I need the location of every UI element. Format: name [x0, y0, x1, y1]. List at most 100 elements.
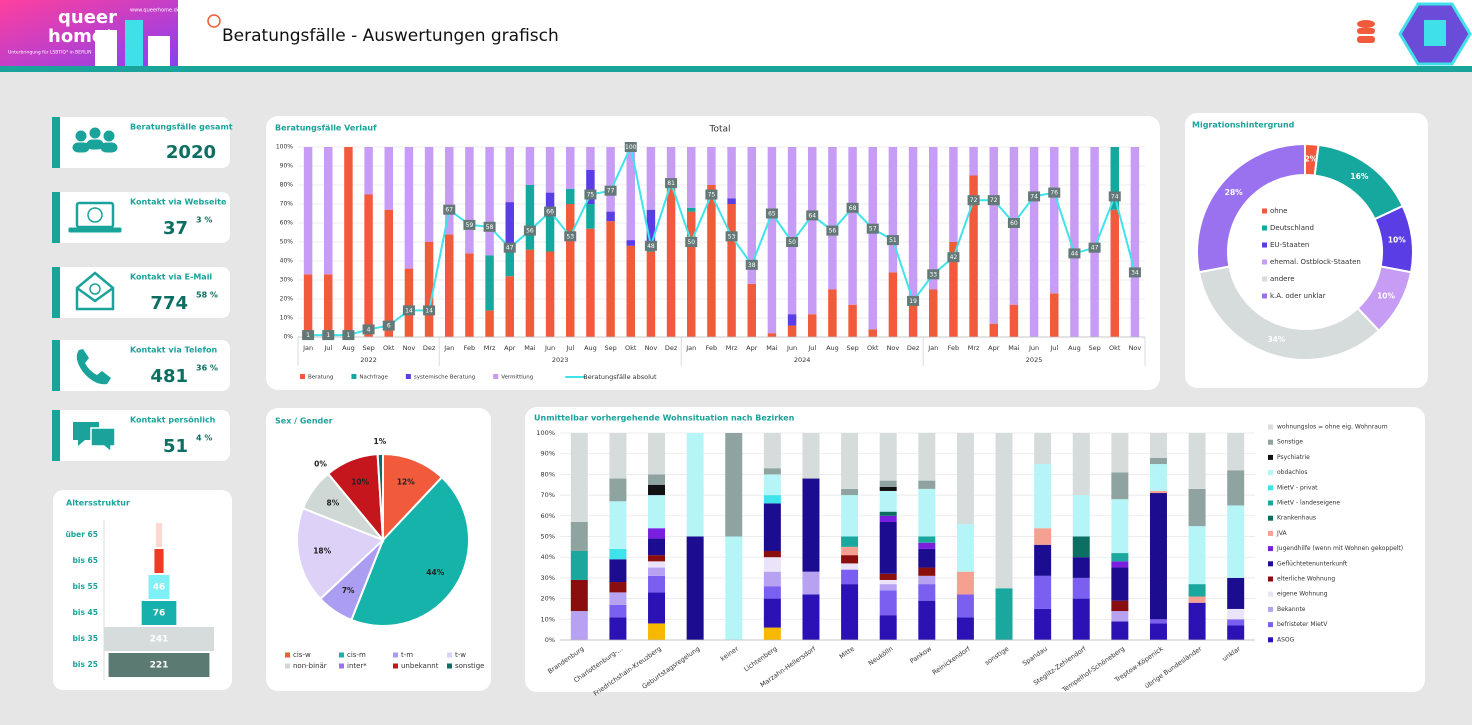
- bar-segment: [707, 185, 716, 337]
- data-label: 53: [566, 233, 574, 240]
- x-tick-label: Feb: [948, 344, 960, 352]
- bar-segment: [969, 147, 978, 176]
- data-label: 74: [1030, 193, 1038, 200]
- legend-swatch: [1268, 515, 1273, 521]
- bar-segment: [1111, 621, 1129, 640]
- slice: [350, 475, 470, 627]
- kpi-icon: [76, 349, 111, 385]
- bar-segment: [465, 253, 474, 337]
- bar-segment: [868, 147, 877, 330]
- data-label: 72: [990, 197, 998, 204]
- data-label: 34%: [1267, 335, 1285, 344]
- kpi-accent: [52, 192, 60, 243]
- bar-segment: [918, 584, 936, 601]
- bar-segment: [918, 575, 936, 585]
- data-label-box: [584, 189, 597, 200]
- bar-segment: [1050, 147, 1059, 294]
- x-group-label: 2025: [1026, 356, 1043, 364]
- data-label: 50: [788, 239, 796, 246]
- bar-segment: [767, 333, 777, 337]
- y-tick-label: 20%: [280, 296, 294, 303]
- bar-segment: [1227, 505, 1245, 578]
- data-label: 75: [708, 192, 716, 199]
- bar-segment: [763, 598, 781, 628]
- bar-segment: [1110, 147, 1119, 210]
- bar-segment: [956, 433, 974, 525]
- legend-swatch: [339, 652, 344, 658]
- legend-swatch: [1262, 259, 1267, 265]
- x-tick-label: Jan: [302, 344, 313, 352]
- kpi-icon: [75, 271, 115, 311]
- bar-segment: [424, 147, 434, 242]
- bar-segment: [787, 325, 797, 337]
- bar-segment: [646, 209, 656, 242]
- chart-title: Unmittelbar vorhergehende Wohnsituation …: [534, 414, 795, 423]
- legend-swatch: [285, 663, 290, 669]
- chart-title: Beratungsfälle Verlauf: [275, 124, 377, 133]
- kpi-accent: [52, 410, 60, 461]
- bar-segment: [609, 548, 627, 560]
- y-tick-label: 10%: [280, 315, 294, 322]
- data-label-box: [967, 195, 980, 206]
- legend-label: ehemal. Ostblock-Staaten: [1270, 258, 1361, 266]
- x-tick-label: Jun: [1028, 344, 1039, 352]
- bar: [108, 653, 210, 677]
- bar-segment: [666, 188, 676, 337]
- data-label: 10%: [351, 477, 369, 486]
- bar-segment: [687, 211, 696, 337]
- y-tick-label: 90%: [280, 163, 294, 170]
- x-tick-label: Jul: [1049, 344, 1058, 352]
- bar-segment: [609, 617, 627, 640]
- kpi-value: 51: [163, 436, 188, 457]
- data-label-box: [907, 295, 920, 306]
- kpi-share: 4 %: [196, 434, 212, 443]
- bar-segment: [841, 536, 859, 547]
- legend-swatch: [447, 663, 452, 669]
- bar-segment: [384, 147, 393, 210]
- data-label: 1%: [374, 437, 387, 446]
- bar-segment: [956, 594, 974, 618]
- bar-segment: [1227, 625, 1245, 640]
- bar-segment: [787, 314, 797, 326]
- y-tick-label: 70%: [280, 201, 294, 208]
- logo-text: home*: [48, 26, 114, 47]
- bar-segment: [848, 147, 857, 305]
- data-label-box: [745, 259, 758, 270]
- y-tick-label: 100%: [536, 429, 555, 437]
- icon-part: [89, 127, 101, 139]
- bar-segment: [545, 147, 555, 193]
- bar-segment: [1149, 457, 1167, 465]
- bar-segment: [609, 592, 627, 605]
- x-tick-label: Mrz: [726, 344, 738, 352]
- data-label-box: [423, 305, 436, 316]
- bar-segment: [687, 147, 696, 208]
- data-label: 44%: [426, 568, 444, 577]
- legend-label: Vermittlung: [501, 375, 533, 381]
- bar-segment: [802, 594, 820, 640]
- bar-segment: [1070, 147, 1079, 337]
- bar-segment: [725, 536, 743, 640]
- bar-segment: [828, 147, 837, 290]
- bar-segment: [485, 310, 494, 337]
- bar-segment: [1034, 575, 1052, 609]
- legend-label: k.A. oder unklar: [1270, 292, 1326, 300]
- data-label-box: [685, 237, 698, 247]
- y-tick-label: 100%: [276, 144, 293, 151]
- data-label-box: [1048, 187, 1061, 198]
- kpi-accent: [52, 267, 60, 318]
- y-tick-label: 40%: [280, 258, 294, 265]
- bar-segment: [995, 433, 1013, 589]
- y-tick-label: 80%: [280, 182, 294, 189]
- bar-segment: [841, 546, 859, 556]
- bar-segment: [609, 478, 627, 502]
- bar-segment: [1034, 464, 1052, 529]
- bar-segment: [648, 474, 666, 485]
- data-label: 7%: [342, 586, 355, 595]
- bar-segment: [1149, 490, 1167, 494]
- bar-segment: [505, 276, 514, 337]
- bar-segment: [505, 251, 514, 277]
- x-tick-label: Jun: [544, 344, 555, 352]
- x-tick-label: Jun: [786, 344, 797, 352]
- data-label-box: [483, 221, 496, 232]
